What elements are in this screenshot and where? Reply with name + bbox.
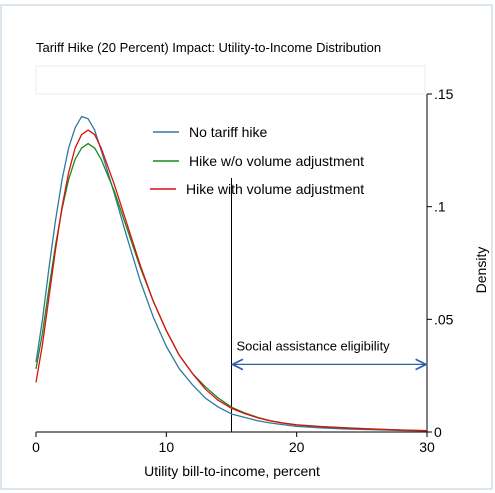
- legend-label-2: Hike w/o volume adjustment: [189, 153, 364, 169]
- y-axis-title: Density: [473, 247, 489, 294]
- x-tick-label: 10: [159, 439, 175, 455]
- title-band: [35, 65, 426, 95]
- series-lines: [35, 115, 428, 432]
- legend-label-1: No tariff hike: [189, 124, 268, 140]
- y-tick-label: .1: [434, 199, 446, 215]
- x-tick-label: 0: [32, 439, 40, 455]
- y-tick-label: .05: [434, 311, 454, 327]
- legend-label-3: Hike with volume adjustment: [186, 181, 364, 197]
- series-line-3: [35, 129, 428, 432]
- series-line-1: [35, 115, 428, 432]
- y-tick-label: 0: [434, 424, 442, 440]
- x-tick-label: 30: [419, 439, 435, 455]
- y-tick-label: .15: [434, 86, 454, 102]
- legend: No tariff hike Hike w/o volume adjustment…: [150, 124, 364, 197]
- y-axis: 0 .05 .1 .15: [426, 86, 454, 440]
- chart-title: Tariff Hike (20 Percent) Impact: Utility…: [36, 40, 381, 55]
- x-axis-title: Utility bill-to-income, percent: [144, 463, 320, 479]
- annotations: Social assistance eligibility: [231, 178, 427, 432]
- x-tick-label: 20: [289, 439, 305, 455]
- eligibility-label: Social assistance eligibility: [237, 338, 391, 353]
- outer-frame: [0, 4, 493, 490]
